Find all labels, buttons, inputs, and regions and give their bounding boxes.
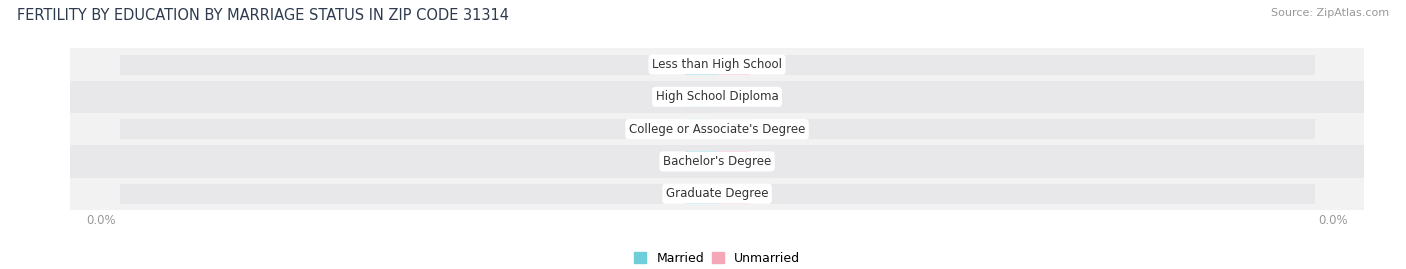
Text: 0.0%: 0.0%: [686, 189, 716, 199]
Text: 0.0%: 0.0%: [686, 156, 716, 167]
Legend: Married, Unmarried: Married, Unmarried: [634, 252, 800, 265]
Bar: [120, 119, 717, 139]
Bar: [120, 184, 717, 204]
Text: 0.0%: 0.0%: [686, 59, 716, 70]
Bar: [717, 184, 749, 204]
Text: 0.0%: 0.0%: [718, 156, 748, 167]
Bar: [70, 113, 1364, 145]
Text: 0.0%: 0.0%: [686, 92, 716, 102]
Text: 0.0%: 0.0%: [718, 124, 748, 134]
Bar: [717, 87, 749, 107]
Bar: [685, 184, 717, 204]
Bar: [717, 55, 749, 75]
Bar: [717, 55, 1315, 75]
Bar: [685, 119, 717, 139]
Text: Less than High School: Less than High School: [652, 58, 782, 71]
Bar: [70, 145, 1364, 178]
Bar: [717, 119, 1315, 139]
Text: High School Diploma: High School Diploma: [655, 90, 779, 103]
Text: Graduate Degree: Graduate Degree: [666, 187, 768, 200]
Bar: [685, 87, 717, 107]
Text: 0.0%: 0.0%: [686, 124, 716, 134]
Bar: [717, 184, 1315, 204]
Bar: [70, 178, 1364, 210]
Bar: [70, 48, 1364, 81]
Bar: [120, 87, 717, 107]
Text: FERTILITY BY EDUCATION BY MARRIAGE STATUS IN ZIP CODE 31314: FERTILITY BY EDUCATION BY MARRIAGE STATU…: [17, 8, 509, 23]
Bar: [717, 151, 1315, 171]
Bar: [717, 151, 749, 171]
Text: 0.0%: 0.0%: [718, 189, 748, 199]
Bar: [685, 55, 717, 75]
Bar: [685, 151, 717, 171]
Text: 0.0%: 0.0%: [718, 59, 748, 70]
Bar: [70, 81, 1364, 113]
Bar: [120, 55, 717, 75]
Bar: [120, 151, 717, 171]
Bar: [717, 87, 1315, 107]
Text: 0.0%: 0.0%: [718, 92, 748, 102]
Text: Source: ZipAtlas.com: Source: ZipAtlas.com: [1271, 8, 1389, 18]
Bar: [717, 119, 749, 139]
Text: College or Associate's Degree: College or Associate's Degree: [628, 123, 806, 136]
Text: Bachelor's Degree: Bachelor's Degree: [664, 155, 770, 168]
